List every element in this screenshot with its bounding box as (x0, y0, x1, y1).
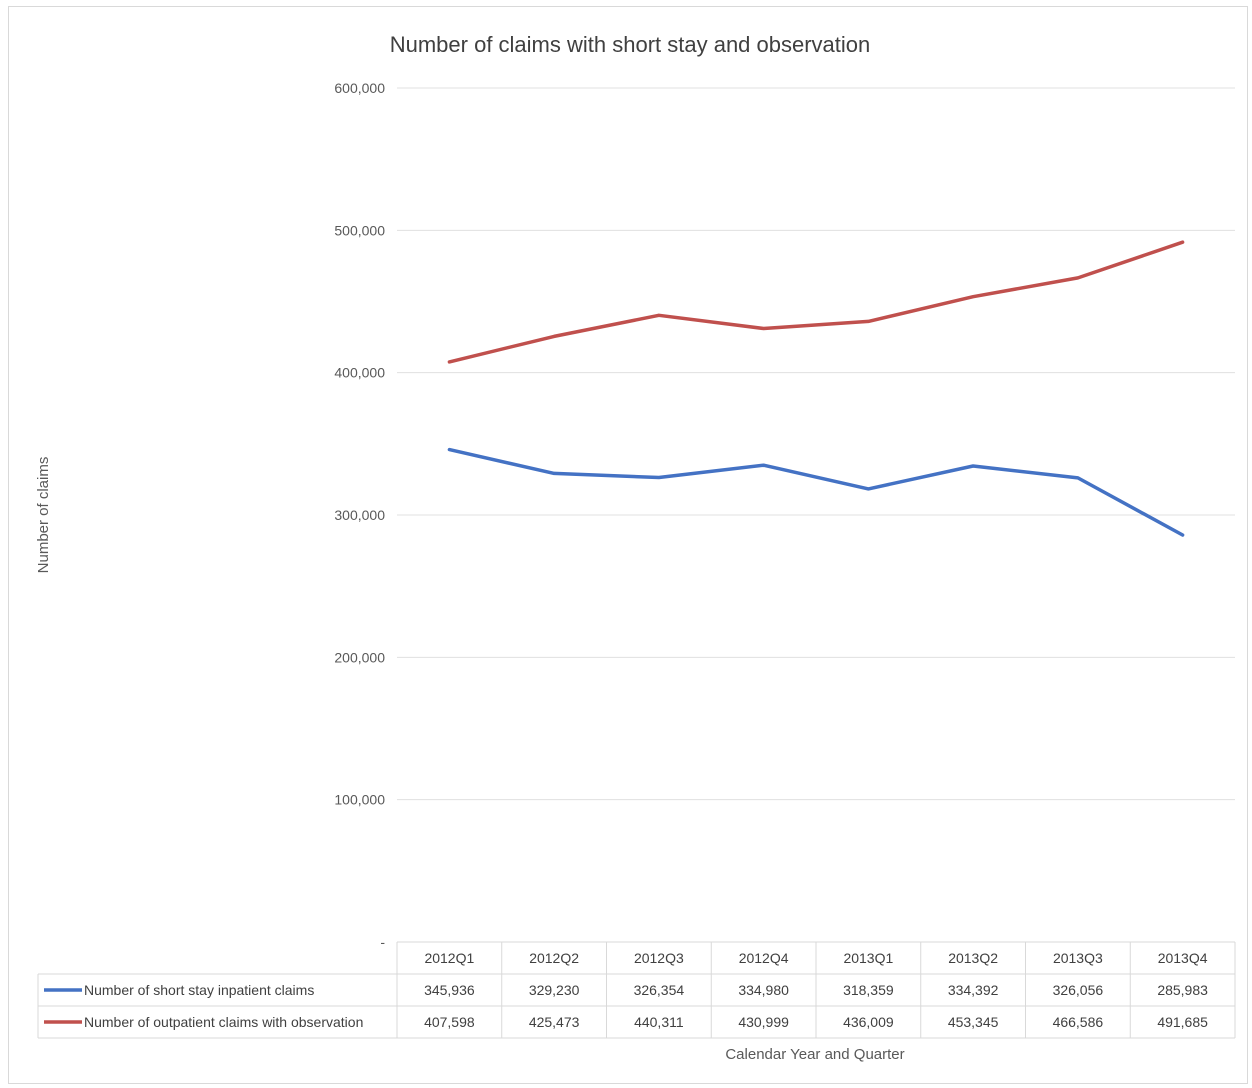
data-label: 334,980 (738, 982, 789, 998)
y-tick-label: 500,000 (334, 222, 385, 238)
legend-label: Number of short stay inpatient claims (84, 982, 314, 998)
y-tick-label: 300,000 (334, 507, 385, 523)
data-label: 453,345 (948, 1014, 999, 1030)
y-tick-label: 200,000 (334, 649, 385, 665)
x-tick-label: 2013Q3 (1053, 950, 1103, 966)
data-label: 407,598 (424, 1014, 475, 1030)
data-label: 326,354 (634, 982, 685, 998)
data-label: 329,230 (529, 982, 580, 998)
y-axis-label: Number of claims (35, 457, 52, 574)
x-tick-label: 2013Q4 (1158, 950, 1208, 966)
data-label: 440,311 (634, 1014, 684, 1030)
x-tick-label: 2013Q1 (843, 950, 893, 966)
legend-label: Number of outpatient claims with observa… (84, 1014, 363, 1030)
y-tick-label: - (380, 934, 385, 950)
gridlines (397, 87, 1235, 801)
x-axis-label: Calendar Year and Quarter (725, 1046, 904, 1063)
data-label: 334,392 (948, 982, 999, 998)
data-label: 285,983 (1157, 982, 1208, 998)
data-label: 466,586 (1053, 1014, 1104, 1030)
y-tick-label: 400,000 (334, 365, 385, 381)
y-tick-label: 100,000 (334, 792, 385, 808)
x-tick-label: 2012Q2 (529, 950, 579, 966)
data-label: 430,999 (738, 1014, 789, 1030)
y-tick-label: 600,000 (334, 80, 385, 96)
data-table: 2012Q1 2012Q2 2012Q3 2012Q4 2013Q1 2013Q2 2013… (37, 941, 1236, 1039)
y-axis-ticks: - 100,000 200,000 300,000 400,000 500,000 600,… (334, 80, 385, 950)
chart-frame (8, 6, 1248, 1084)
data-label: 326,056 (1053, 982, 1104, 998)
series-lines (447, 240, 1185, 537)
x-tick-label: 2012Q4 (739, 950, 789, 966)
chart-title: Number of claims with short stay and obs… (390, 32, 871, 57)
data-label: 491,685 (1157, 1014, 1208, 1030)
data-label: 318,359 (843, 982, 894, 998)
x-tick-label: 2012Q1 (424, 950, 474, 966)
series-line-2 (447, 240, 1185, 364)
data-label: 345,936 (424, 982, 475, 998)
x-tick-label: 2013Q2 (948, 950, 998, 966)
data-label: 436,009 (843, 1014, 894, 1030)
data-label: 425,473 (529, 1014, 580, 1030)
series-line-1 (447, 447, 1185, 537)
x-tick-label: 2012Q3 (634, 950, 684, 966)
